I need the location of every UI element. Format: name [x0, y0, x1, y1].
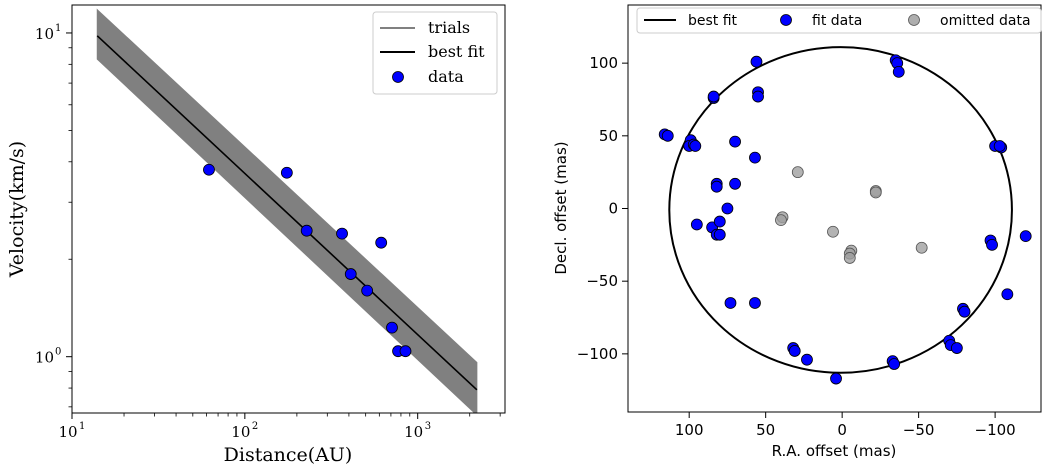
left-legend-box: [372, 11, 498, 95]
y-tick-label: 50: [599, 127, 618, 145]
fit-data-point: [724, 297, 737, 309]
x-tick-label: 10: [231, 423, 250, 441]
x-tick-exponent: 3: [425, 421, 431, 432]
fit-data-point: [950, 342, 963, 354]
omitted-data-point: [827, 225, 839, 238]
left-x-ticks: 10 1 10 2 10 3: [58, 413, 501, 441]
fit-data-point: [661, 129, 674, 142]
fit-data-point: [752, 90, 764, 103]
fit-data-point: [729, 177, 741, 190]
right-x-axis-label: R.A. offset (mas): [772, 442, 897, 460]
y-tick-label: −100: [577, 345, 618, 363]
fit-data-point: [788, 345, 801, 357]
right-legend: best fit fit data omitted data: [636, 7, 1042, 34]
legend-fit-data-marker: [780, 14, 792, 26]
y-tick-exponent: 1: [55, 23, 61, 34]
legend-omitted-data-marker: [908, 14, 920, 26]
legend-data-label: data: [428, 67, 464, 86]
fit-data-point: [1001, 288, 1014, 301]
x-tick-label: 50: [756, 421, 775, 439]
fit-data-point: [888, 358, 901, 370]
legend-circle-fit-label: best fit: [688, 13, 738, 29]
left-plot-frame: [71, 4, 506, 414]
omitted-data-point: [843, 252, 856, 264]
fit-data-point: [713, 215, 726, 228]
x-tick-label: 0: [837, 421, 847, 439]
fit-data-point: [707, 90, 720, 103]
omitted-data-point: [791, 166, 804, 179]
data-point: [300, 224, 313, 237]
legend-best-fit-label: best fit: [428, 42, 485, 61]
fit-data-point: [1019, 230, 1032, 243]
fit-data-point: [993, 140, 1006, 152]
x-tick-label: 100: [675, 421, 704, 439]
y-tick-label: 0: [608, 200, 618, 218]
fit-data-point: [713, 228, 726, 241]
left-legend: trials best fit data: [372, 11, 498, 95]
legend-omitted-data-label: omitted data: [940, 13, 1031, 29]
fit-data-point: [958, 305, 971, 318]
right-y-ticks: 100 50 0 −50 −100: [577, 54, 628, 363]
fit-data-point: [689, 140, 702, 152]
omitted-data-point: [775, 214, 787, 227]
left-y-axis-label: Velocity(km/s): [6, 141, 28, 278]
legend-fit-data-label: fit data: [812, 13, 862, 29]
data-point: [399, 345, 412, 358]
fit-data-point: [750, 55, 763, 68]
best-fit-circle: [668, 46, 1013, 374]
data-point: [375, 236, 388, 249]
left-x-axis-label: Distance(AU): [224, 444, 353, 466]
fit-data-point: [721, 202, 734, 215]
fit-data-point: [801, 353, 813, 366]
x-tick-label: −100: [975, 421, 1016, 439]
fit-data-point: [892, 65, 905, 78]
y-tick-label: −50: [586, 272, 618, 290]
x-tick-exponent: 1: [79, 421, 85, 432]
legend-data-marker: [392, 71, 404, 83]
fit-data-point: [830, 372, 842, 385]
best-fit-line: [96, 35, 478, 391]
omitted-data-point: [915, 241, 928, 254]
legend-trials-label: trials: [428, 18, 470, 37]
fit-data-point: [710, 180, 723, 193]
right-x-ticks: 100 50 0 −50 −100: [675, 412, 1016, 439]
x-tick-label: −50: [903, 421, 935, 439]
right-plot-frame: [627, 4, 1042, 413]
right-y-axis-label: Decl. offset (mas): [552, 141, 570, 274]
right-legend-box: [636, 7, 1042, 34]
data-point: [386, 321, 398, 334]
data-point: [203, 163, 215, 176]
data-point: [344, 268, 357, 280]
y-tick-label: 100: [589, 54, 618, 72]
data-point: [336, 227, 348, 240]
trials-band-layer: [96, 8, 478, 413]
fit-data-point: [729, 135, 741, 148]
x-tick-exponent: 2: [252, 421, 258, 432]
best-fit-layer: [96, 35, 478, 391]
data-points: [203, 163, 412, 358]
fit-data-point: [690, 218, 703, 231]
x-tick-label: 10: [58, 423, 77, 441]
y-tick-label: 10: [35, 349, 54, 367]
omitted-data-point: [869, 186, 882, 199]
offset-points: [658, 54, 1032, 385]
best-fit-circle-layer: [668, 46, 1013, 374]
x-tick-label: 10: [404, 423, 423, 441]
y-tick-exponent: 0: [55, 347, 61, 358]
y-tick-label: 10: [35, 25, 54, 43]
data-point: [280, 166, 293, 179]
data-point: [361, 284, 374, 297]
sky-offset-panel: 100 50 0 −50 −100 100 50 0 −50 −100 R.A. offset …: [552, 4, 1042, 460]
trials-band: [96, 8, 478, 413]
fit-data-point: [749, 151, 761, 164]
fit-data-point: [986, 238, 998, 251]
fit-data-point: [749, 297, 761, 309]
